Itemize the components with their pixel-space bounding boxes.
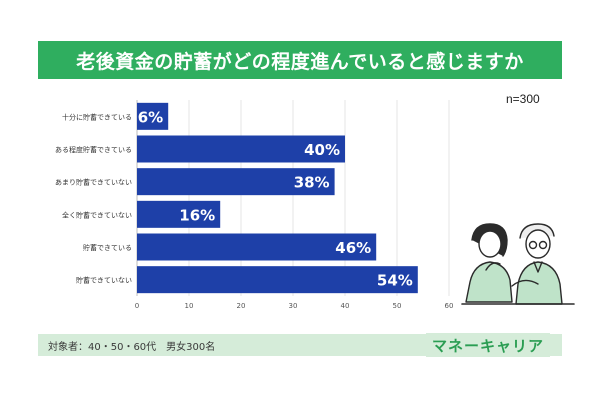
x-tick-label: 60 — [445, 302, 454, 310]
bar — [137, 102, 169, 130]
footer-bar: 対象者：40・50・60代 男女300名 マネーキャリア — [38, 333, 562, 357]
value-label: 6% — [138, 108, 163, 126]
respondent-note: 対象者：40・50・60代 男女300名 — [48, 342, 216, 353]
bar — [137, 266, 418, 294]
category-label: 全く貯蓄できていない — [62, 210, 132, 219]
category-label: あまり貯蓄できていない — [55, 178, 132, 187]
bar — [137, 200, 221, 228]
senior-couple-illustration — [461, 223, 575, 305]
value-label: 40% — [304, 141, 340, 159]
x-tick-label: 30 — [289, 302, 298, 310]
brand-logo: マネーキャリア — [425, 333, 550, 357]
value-label: 54% — [377, 272, 413, 290]
bar — [137, 135, 345, 163]
value-label: 38% — [294, 174, 330, 192]
value-label: 16% — [179, 206, 215, 224]
x-tick-label: 50 — [393, 302, 402, 310]
x-tick-label: 20 — [237, 302, 246, 310]
x-tick-label: 40 — [341, 302, 350, 310]
x-tick-label: 0 — [135, 302, 139, 310]
x-tick-label: 10 — [185, 302, 194, 310]
category-label: ある程度貯蓄できている — [55, 145, 132, 154]
chart-title: 老後資金の貯蓄がどの程度進んでいると感じますか — [38, 41, 562, 79]
bar — [137, 168, 335, 196]
value-label: 46% — [335, 239, 371, 257]
sample-size-label: n=300 — [506, 92, 540, 106]
bar — [137, 233, 377, 261]
category-label: 貯蓄できている — [83, 243, 132, 252]
category-label: 十分に貯蓄できている — [62, 112, 132, 121]
category-label: 貯蓄できていない — [76, 276, 132, 285]
